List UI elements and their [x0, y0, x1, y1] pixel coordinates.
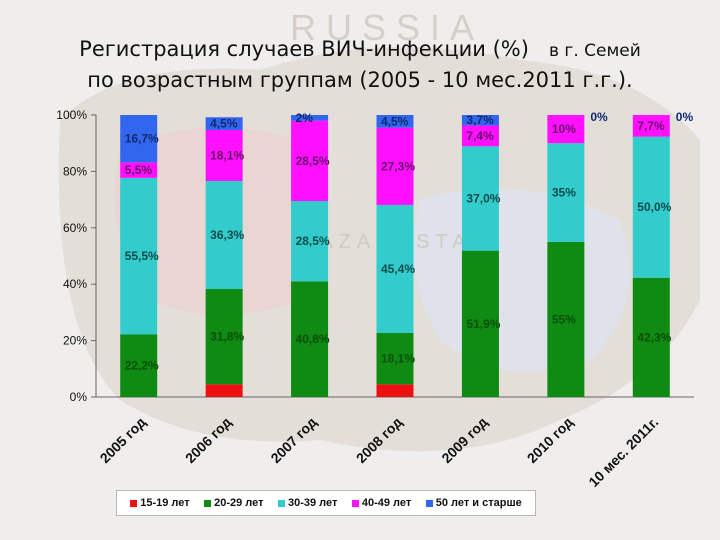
bar-segment — [291, 281, 329, 397]
chart-title: Регистрация случаев ВИЧ-инфекции (%) в г… — [0, 37, 720, 61]
legend-label: 30-39 лет — [287, 497, 338, 509]
data-label: 50,0% — [637, 200, 671, 214]
data-label: 42,3% — [637, 330, 671, 344]
data-label: 37,0% — [466, 191, 500, 205]
legend-swatch — [204, 499, 212, 507]
x-category-label: 10 мес. 2011г. — [585, 414, 661, 490]
x-category-label: 2006 год — [182, 414, 234, 466]
chart-legend: 15-19 лет 20-29 лет 30-39 лет 40-49 лет 50 л… — [116, 490, 536, 516]
y-tick-label: 40% — [63, 277, 87, 291]
y-tick-label: 100% — [56, 108, 87, 122]
data-label: 22,2% — [125, 359, 159, 373]
data-label: 51,9% — [466, 317, 500, 331]
bar-segment — [461, 146, 499, 251]
data-label: 0% — [676, 110, 694, 124]
bar-segment — [376, 115, 414, 128]
bar-segment — [632, 136, 670, 278]
data-label: 36,3% — [210, 228, 244, 242]
bar-segment — [547, 115, 585, 144]
x-category-label: 2009 год — [438, 414, 490, 466]
x-category-label: 2005 год — [97, 414, 149, 466]
data-label: 18,1% — [381, 352, 415, 366]
legend-item: 50 лет и старше — [425, 497, 522, 509]
legend-item: 40-49 лет — [351, 497, 412, 509]
legend-swatch — [351, 499, 359, 507]
bar-segment — [120, 115, 158, 163]
legend-swatch — [277, 499, 285, 507]
chart-title-text: Регистрация случаев ВИЧ-инфекции (%) — [79, 37, 529, 61]
data-label: 18,1% — [210, 148, 244, 162]
y-tick-label: 0% — [70, 390, 88, 404]
bar-segment — [376, 384, 414, 397]
legend-label: 15-19 лет — [140, 497, 190, 509]
data-label: 5,5% — [125, 163, 153, 177]
bar-segment — [205, 129, 243, 181]
bar-segment — [120, 162, 158, 178]
legend-label: 50 лет и старше — [435, 497, 522, 509]
data-label: 2% — [296, 111, 314, 125]
bar-segment — [376, 204, 414, 333]
legend-label: 40-49 лет — [361, 497, 412, 509]
data-label: 7,4% — [466, 129, 494, 143]
bar-segment — [120, 334, 158, 397]
data-label: 31,8% — [210, 330, 244, 344]
bar-segment — [291, 201, 329, 282]
map-label-russia: RUSSIA — [290, 7, 484, 48]
legend-swatch — [130, 499, 138, 507]
data-label: 40,8% — [296, 332, 330, 346]
bar-segment — [205, 384, 243, 397]
bar-segment — [547, 143, 585, 242]
data-label: 45,4% — [381, 262, 415, 276]
legend-item: 20-29 лет — [204, 497, 264, 509]
data-label: 16,7% — [125, 132, 159, 146]
x-category-label: 2007 год — [267, 414, 319, 466]
bar-segment — [461, 115, 499, 126]
x-category-label: 2010 год — [524, 414, 576, 466]
data-label: 0% — [590, 110, 608, 124]
data-label: 10% — [552, 122, 576, 136]
data-label: 4,5% — [381, 114, 409, 128]
data-label: 35% — [552, 186, 576, 200]
data-label: 7,7% — [637, 119, 665, 133]
x-category-label: 2008 год — [353, 414, 405, 466]
bar-segment — [547, 241, 585, 397]
bar-segment — [205, 180, 243, 289]
bar-segment — [461, 125, 499, 147]
chart-title-city: в г. Семей — [548, 41, 641, 61]
bar-segment — [291, 115, 329, 121]
bar-segment — [461, 250, 499, 397]
legend-item: 30-39 лет — [277, 497, 338, 509]
bar-segment — [632, 115, 670, 137]
y-tick-label: 20% — [63, 334, 87, 348]
bar-segment — [376, 332, 414, 385]
data-label: 3,7% — [466, 113, 494, 127]
data-label: 55,5% — [125, 249, 159, 263]
data-label: 28,5% — [296, 234, 330, 248]
chart-subtitle: по возрастным группам (2005 - 10 мес.201… — [87, 68, 633, 92]
bar-segment — [120, 177, 158, 335]
bar-segment — [205, 117, 243, 130]
bar-segment — [632, 277, 670, 397]
legend-swatch — [425, 499, 433, 507]
data-label: 4,5% — [210, 117, 238, 131]
data-label: 28,5% — [296, 154, 330, 168]
bar-segment — [376, 127, 414, 205]
y-tick-label: 80% — [63, 164, 87, 178]
bar-segment — [205, 288, 243, 385]
bar-segment — [291, 120, 329, 202]
legend-item: 15-19 лет — [130, 497, 190, 509]
y-tick-label: 60% — [63, 221, 87, 235]
data-label: 27,3% — [381, 159, 415, 173]
data-label: 55% — [552, 312, 576, 326]
legend-label: 20-29 лет — [214, 497, 264, 509]
